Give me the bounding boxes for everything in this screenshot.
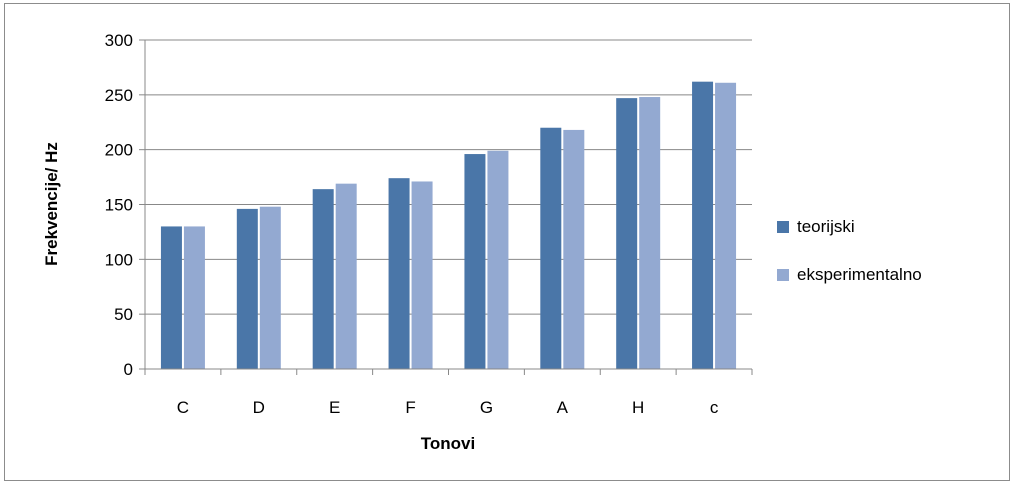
y-tick-label: 50 (114, 305, 133, 324)
bar-eksperimentalno-G (487, 150, 509, 369)
bar-teorijski-F (388, 178, 410, 369)
x-tick-label: H (632, 398, 644, 417)
bars (160, 81, 737, 370)
y-tick-label: 300 (105, 31, 133, 50)
bar-eksperimentalno-E (335, 183, 357, 369)
x-tick-label: F (405, 398, 415, 417)
y-axis-title: Frekvencije/ Hz (42, 142, 61, 266)
bar-teorijski-E (312, 189, 334, 369)
legend: teorijski eksperimentalno (777, 217, 922, 284)
bar-eksperimentalno-D (259, 206, 281, 369)
y-tick-labels: 0 50 100 150 200 250 300 (105, 31, 133, 379)
x-tick-label: C (177, 398, 189, 417)
bar-teorijski-C (160, 226, 182, 369)
gridlines (145, 39, 752, 315)
bar-teorijski-G (464, 154, 486, 369)
legend-label-teorijski: teorijski (797, 217, 855, 236)
legend-swatch-eksperimentalno (777, 269, 789, 281)
x-axis-title: Tonovi (421, 434, 475, 453)
y-tick-label: 150 (105, 196, 133, 215)
bar-eksperimentalno-H (639, 97, 661, 369)
bar-eksperimentalno-c (715, 82, 737, 370)
x-tick-label: c (710, 398, 719, 417)
x-tick-label: D (253, 398, 265, 417)
x-tick-label: A (557, 398, 569, 417)
y-tick-label: 200 (105, 141, 133, 160)
bar-eksperimentalno-A (563, 129, 585, 369)
bar-teorijski-c (692, 81, 714, 369)
x-tick-label: E (329, 398, 340, 417)
bar-eksperimentalno-F (411, 181, 433, 369)
legend-swatch-teorijski (777, 221, 789, 233)
x-tick-label: G (480, 398, 493, 417)
legend-label-eksperimentalno: eksperimentalno (797, 265, 922, 284)
bar-teorijski-A (540, 127, 562, 369)
y-tick-label: 0 (124, 360, 133, 379)
bar-teorijski-H (616, 98, 638, 369)
bar-eksperimentalno-C (183, 226, 205, 369)
y-tick-label: 100 (105, 250, 133, 269)
y-tick-label: 250 (105, 86, 133, 105)
bar-teorijski-D (236, 208, 258, 369)
axes (139, 39, 753, 375)
